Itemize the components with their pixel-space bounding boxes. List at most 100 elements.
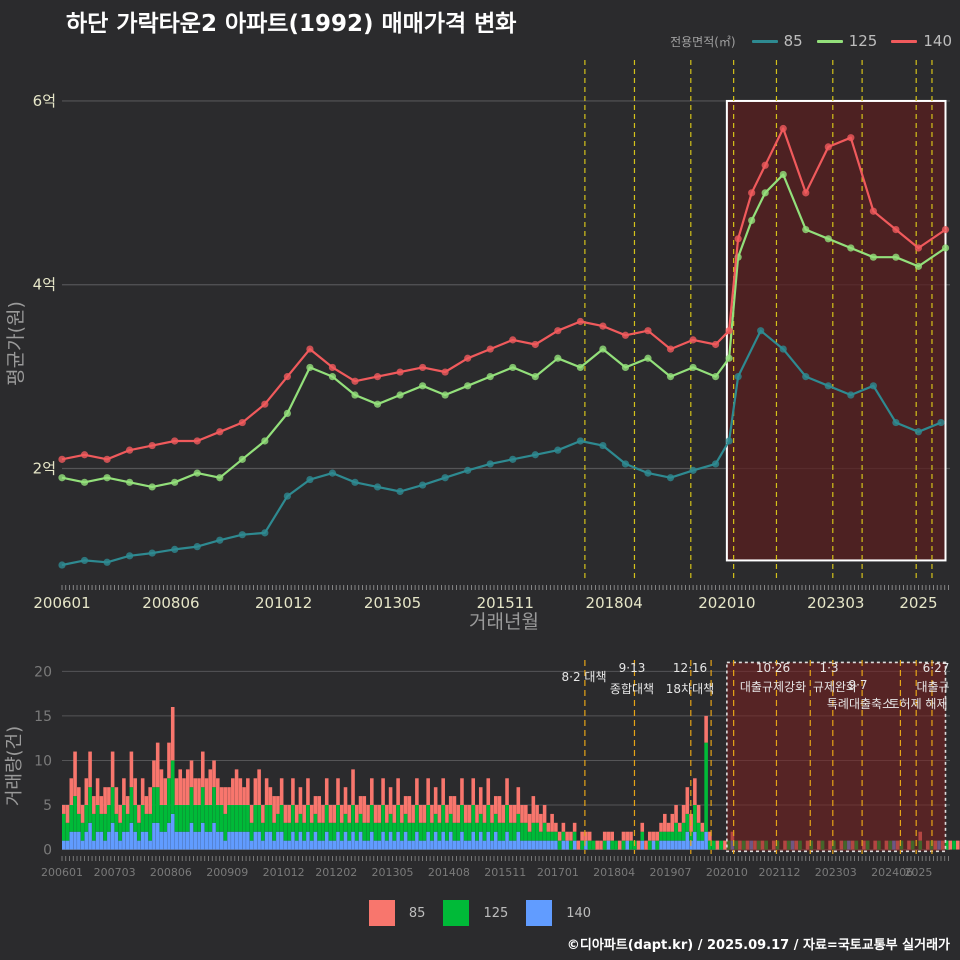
volume-bar-month (103, 787, 107, 850)
price-point-125 (171, 478, 179, 486)
price-point-85 (847, 391, 855, 399)
volume-bar-125 (411, 822, 415, 841)
volume-bar-125 (524, 822, 528, 841)
volume-bar-125 (629, 840, 633, 850)
volume-bar-140 (685, 831, 690, 850)
volume-bar-month (366, 805, 370, 850)
volume-bar-140 (234, 831, 239, 850)
volume-bar-month (599, 840, 603, 850)
volume-bar-125 (208, 805, 213, 832)
volume-bar-125 (336, 805, 340, 832)
volume-bar-month (298, 787, 303, 850)
volume-bar-140 (313, 831, 318, 850)
volume-bar-140 (219, 831, 224, 850)
volume-bar-140 (152, 822, 156, 850)
volume-bar-month (88, 751, 92, 850)
price-point-85 (171, 545, 179, 554)
volume-bar-month (546, 822, 551, 850)
volume-bar-140 (77, 831, 81, 850)
volume-bar-125 (467, 822, 472, 841)
volume-bar-month (317, 796, 322, 850)
volume-bar-125 (163, 805, 167, 832)
volume-bar-month (591, 840, 596, 850)
volume-bar-140 (174, 831, 179, 850)
volume-bar-125 (358, 813, 363, 832)
volume-bar-140 (272, 840, 276, 850)
volume-bar-month (493, 796, 498, 850)
legend-swatch-125 (816, 39, 843, 43)
price-point-140 (824, 143, 832, 151)
volume-bar-125 (155, 787, 160, 823)
volume-bar-month (430, 805, 434, 850)
volume-x-tick-label-5: 201202 (315, 866, 357, 879)
volume-bar-85 (140, 778, 145, 805)
price-point-140 (126, 446, 134, 454)
volume-bar-month (509, 805, 513, 850)
volume-bar-125 (471, 805, 476, 832)
volume-bar-85 (422, 805, 427, 823)
volume-bar-85 (306, 778, 310, 805)
volume-bar-140 (696, 840, 701, 850)
price-point-85 (306, 475, 314, 484)
volume-bar-month (433, 787, 438, 850)
volume-bar-125 (587, 840, 592, 850)
volume-bar-125 (302, 822, 306, 841)
volume-bar-125 (197, 805, 201, 832)
volume-bar-140 (505, 831, 509, 850)
volume-policy-label-9: 토허제 해제 (888, 697, 947, 711)
volume-bar-140 (493, 831, 498, 850)
volume-bar-140 (445, 840, 449, 850)
volume-bar-125 (475, 822, 479, 841)
volume-bar-140 (261, 840, 265, 850)
volume-bar-month (944, 840, 949, 850)
volume-bar-85 (208, 769, 213, 805)
price-point-125 (283, 409, 291, 417)
volume-bar-85 (584, 831, 588, 841)
volume-bar-125 (647, 840, 652, 850)
volume-bar-125 (463, 822, 468, 841)
price-x-tick-label-4: 201511 (477, 594, 534, 612)
volume-bar-125 (249, 822, 254, 841)
volume-bar-125 (133, 805, 137, 832)
volume-policy-label-1: 종합대책 (610, 681, 654, 696)
volume-bar-125 (189, 787, 194, 823)
volume-bar-month (445, 805, 449, 850)
volume-bar-125 (234, 805, 239, 832)
volume-bar-85 (185, 769, 190, 805)
volume-bar-140 (486, 831, 491, 850)
volume-bar-85 (554, 822, 558, 832)
volume-bar-140 (539, 840, 543, 850)
volume-bar-125 (77, 813, 81, 832)
volume-bar-85 (723, 840, 727, 850)
volume-bar-month (392, 805, 397, 850)
price-point-85 (869, 382, 877, 390)
price-point-125 (802, 226, 810, 234)
volume-bar-85 (629, 831, 633, 841)
price-x-tick-label-6: 202010 (698, 594, 755, 612)
volume-bar-125 (674, 822, 678, 841)
price-point-85 (509, 455, 517, 463)
volume-bar-140 (354, 840, 359, 850)
volume-bar-85 (708, 831, 712, 841)
volume-bar-125 (437, 822, 442, 841)
volume-x-tick-label-16: 2025 (904, 866, 932, 879)
volume-bar-85 (535, 805, 539, 823)
volume-bar-month (681, 805, 686, 850)
volume-bar-140 (197, 831, 201, 850)
price-x-tick-label-0: 200601 (33, 594, 90, 612)
volume-bar-85 (92, 796, 96, 814)
volume-bar-month (385, 805, 389, 850)
volume-bar-month (167, 742, 171, 850)
volume-bar-125 (678, 831, 682, 841)
volume-bar-85 (170, 707, 175, 761)
volume-bar-140 (509, 840, 513, 850)
volume-bar-85 (283, 805, 288, 823)
volume-bar-140 (343, 831, 348, 850)
volume-bar-85 (362, 796, 367, 823)
price-series-85 (58, 327, 945, 569)
volume-bar-140 (651, 840, 656, 850)
volume-x-tick-label-7: 201408 (428, 866, 470, 879)
volume-bar-125 (343, 813, 348, 832)
volume-bar-140 (700, 840, 705, 850)
price-point-140 (193, 437, 201, 445)
